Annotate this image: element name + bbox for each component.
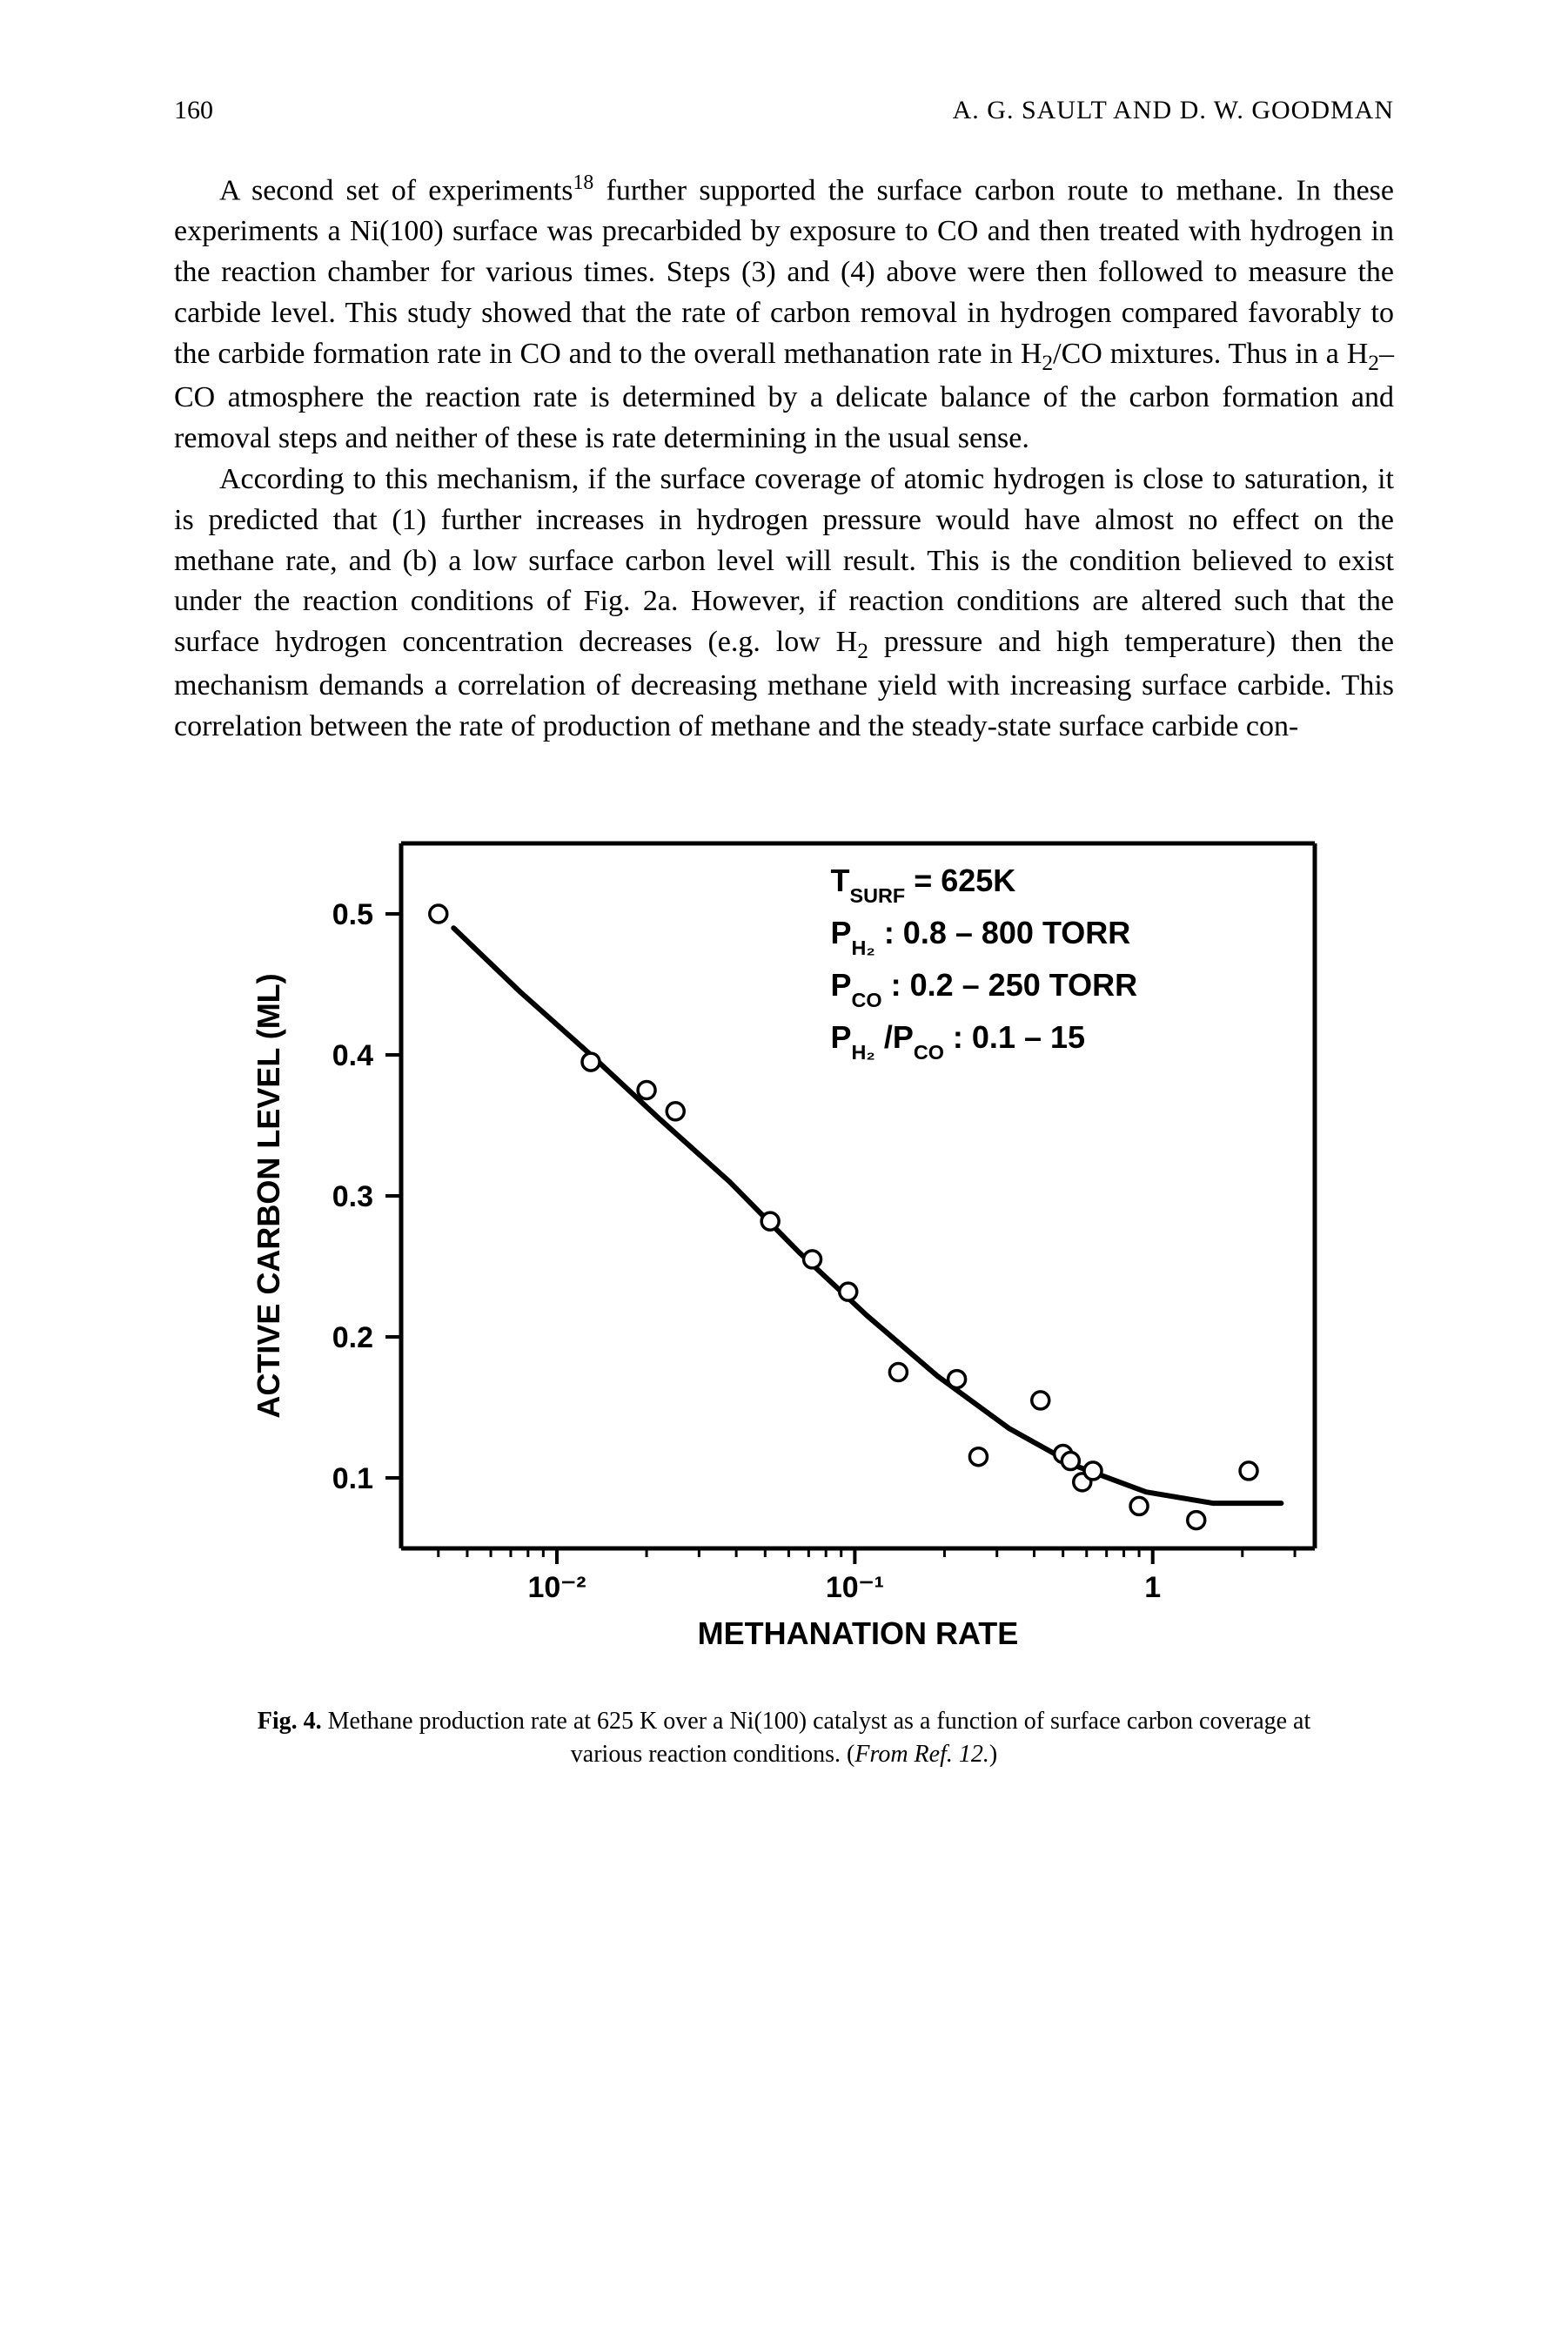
- text: /CO mixtures. Thus in a H: [1053, 338, 1368, 370]
- paragraph-2: According to this mechanism, if the surf…: [174, 460, 1394, 748]
- svg-text:0.1: 0.1: [332, 1462, 373, 1495]
- subscript: 2: [857, 638, 868, 663]
- page-number: 160: [174, 96, 213, 125]
- svg-text:ACTIVE CARBON LEVEL (ML): ACTIVE CARBON LEVEL (ML): [251, 974, 286, 1419]
- authors: A. G. SAULT AND D. W. GOODMAN: [953, 96, 1394, 125]
- figure-caption: Fig. 4. Methane production rate at 625 K…: [227, 1705, 1341, 1771]
- superscript: 18: [573, 171, 593, 194]
- svg-text:10⁻¹: 10⁻¹: [826, 1571, 884, 1604]
- svg-text:0.4: 0.4: [332, 1039, 373, 1072]
- caption-ref: From Ref. 12.: [854, 1741, 989, 1768]
- svg-text:1: 1: [1144, 1571, 1161, 1604]
- subscript: 2: [1368, 350, 1379, 375]
- svg-text:0.2: 0.2: [332, 1321, 373, 1354]
- svg-text:0.3: 0.3: [332, 1180, 373, 1213]
- figure-4: 0.1 0.2 0.3 0.4 0.5 10⁻² 10⁻¹ 1 ACTIVE CARBON LE…: [174, 809, 1394, 1771]
- svg-text:0.5: 0.5: [332, 898, 373, 931]
- subscript: 2: [1042, 350, 1053, 375]
- chart: 0.1 0.2 0.3 0.4 0.5 10⁻² 10⁻¹ 1 ACTIVE CARBON LE…: [218, 809, 1350, 1679]
- svg-text:METHANATION RATE: METHANATION RATE: [698, 1615, 1019, 1651]
- caption-lead: Fig. 4.: [258, 1708, 322, 1735]
- text: A second set of experiments: [219, 174, 573, 206]
- page: 160 A. G. SAULT AND D. W. GOODMAN A seco…: [0, 0, 1568, 2350]
- caption-text: Methane production rate at 625 K over a …: [322, 1708, 1311, 1768]
- body-text: A second set of experiments18 further su…: [174, 169, 1394, 748]
- paragraph-1: A second set of experiments18 further su…: [174, 169, 1394, 460]
- svg-text:10⁻²: 10⁻²: [527, 1571, 586, 1604]
- caption-text: ): [989, 1741, 997, 1768]
- running-head: 160 A. G. SAULT AND D. W. GOODMAN: [174, 96, 1394, 125]
